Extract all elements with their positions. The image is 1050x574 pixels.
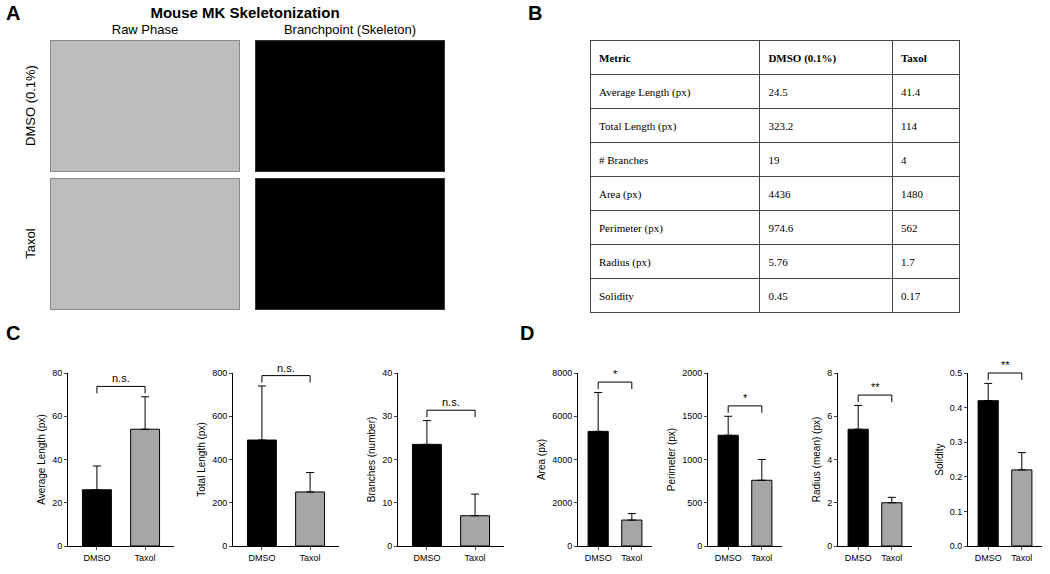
html-text:A: A xyxy=(6,2,21,24)
svg-text:DMSO: DMSO xyxy=(248,553,275,563)
html-text:Total Length (px): Total Length (px) xyxy=(599,119,677,132)
svg-text:8000: 8000 xyxy=(552,368,572,378)
html-text:Radius (px): Radius (px) xyxy=(599,255,651,268)
svg-text:400: 400 xyxy=(212,455,227,465)
svg-text:DMSO: DMSO xyxy=(845,553,872,563)
svg-text:30: 30 xyxy=(382,411,392,421)
html-text:Mouse MK Skeletonization: Mouse MK Skeletonization xyxy=(150,4,340,21)
html-text:0.17: 0.17 xyxy=(901,289,921,302)
html-text:D: D xyxy=(520,322,535,344)
svg-text:0.3: 0.3 xyxy=(950,437,963,447)
svg-text:0.4: 0.4 xyxy=(950,403,963,413)
svg-text:20: 20 xyxy=(52,498,62,508)
svg-text:Taxol: Taxol xyxy=(881,553,902,563)
svg-text:*: * xyxy=(743,392,748,404)
svg-text:Taxol: Taxol xyxy=(135,553,156,563)
html-text:41.4: 41.4 xyxy=(901,85,921,98)
html-text:# Branches: # Branches xyxy=(599,153,649,166)
svg-text:DMSO: DMSO xyxy=(585,553,612,563)
svg-text:500: 500 xyxy=(687,498,702,508)
svg-text:Total Length (px): Total Length (px) xyxy=(196,422,207,497)
svg-text:600: 600 xyxy=(212,411,227,421)
svg-text:60: 60 xyxy=(52,411,62,421)
html-text:24.5: 24.5 xyxy=(768,85,788,98)
html-text:Taxol: Taxol xyxy=(22,228,38,259)
svg-text:Perimeter (px): Perimeter (px) xyxy=(666,428,677,491)
svg-text:0.2: 0.2 xyxy=(950,472,963,482)
svg-text:0.0: 0.0 xyxy=(950,541,963,551)
svg-text:10: 10 xyxy=(382,498,392,508)
html-text:19: 19 xyxy=(768,153,780,166)
svg-text:0: 0 xyxy=(567,541,572,551)
html-text:Average Length (px): Average Length (px) xyxy=(599,85,691,98)
html-text:1480: 1480 xyxy=(901,187,923,200)
svg-text:Taxol: Taxol xyxy=(621,553,642,563)
svg-text:2000: 2000 xyxy=(682,368,702,378)
svg-text:2: 2 xyxy=(827,498,832,508)
svg-text:DMSO: DMSO xyxy=(975,553,1002,563)
html-text:562: 562 xyxy=(901,221,918,234)
html-text:Branchpoint (Skeleton): Branchpoint (Skeleton) xyxy=(283,22,417,37)
svg-text:2000: 2000 xyxy=(552,498,572,508)
svg-text:0: 0 xyxy=(387,541,392,551)
svg-text:40: 40 xyxy=(382,368,392,378)
svg-text:40: 40 xyxy=(52,455,62,465)
html-text:Solidity: Solidity xyxy=(599,289,634,302)
svg-text:4000: 4000 xyxy=(552,455,572,465)
html-text:5.76: 5.76 xyxy=(768,255,788,268)
html-text:Metric: Metric xyxy=(599,51,631,64)
html-text:0.45: 0.45 xyxy=(768,289,788,302)
svg-text:Solidity: Solidity xyxy=(934,443,945,475)
svg-text:Taxol: Taxol xyxy=(751,553,772,563)
html-text:C: C xyxy=(6,322,21,344)
svg-text:*: * xyxy=(613,368,618,380)
svg-text:Area (px): Area (px) xyxy=(536,439,547,480)
html-text:4: 4 xyxy=(901,153,907,166)
html-text:4436: 4436 xyxy=(768,187,791,200)
svg-text:Taxol: Taxol xyxy=(300,553,321,563)
svg-text:DMSO: DMSO xyxy=(715,553,742,563)
svg-text:0: 0 xyxy=(222,541,227,551)
html-text:B: B xyxy=(528,2,543,24)
svg-text:Average Length (px): Average Length (px) xyxy=(36,414,47,504)
html-text:DMSO (0.1%): DMSO (0.1%) xyxy=(22,65,38,146)
svg-text:6: 6 xyxy=(827,411,832,421)
svg-text:80: 80 xyxy=(52,368,62,378)
html-text:1.7: 1.7 xyxy=(901,255,915,268)
html-text:Perimeter (px): Perimeter (px) xyxy=(599,221,663,234)
html-text:114: 114 xyxy=(901,119,918,132)
svg-text:1000: 1000 xyxy=(682,455,702,465)
svg-text:8: 8 xyxy=(827,368,832,378)
html-text:323.2: 323.2 xyxy=(768,119,794,132)
svg-text:20: 20 xyxy=(382,455,392,465)
html-text:Raw Phase: Raw Phase xyxy=(111,22,179,37)
svg-text:1500: 1500 xyxy=(682,411,702,421)
svg-text:0: 0 xyxy=(57,541,62,551)
svg-text:n.s.: n.s. xyxy=(112,372,130,384)
svg-text:DMSO: DMSO xyxy=(83,553,110,563)
html-text:Taxol: Taxol xyxy=(901,51,927,64)
svg-text:0: 0 xyxy=(697,541,702,551)
svg-text:0.5: 0.5 xyxy=(950,368,963,378)
svg-text:0.1: 0.1 xyxy=(950,507,963,517)
svg-text:6000: 6000 xyxy=(552,411,572,421)
svg-text:**: ** xyxy=(1001,359,1010,371)
html-text:Area (px): Area (px) xyxy=(599,187,642,200)
svg-text:200: 200 xyxy=(212,498,227,508)
svg-text:**: ** xyxy=(871,381,880,393)
svg-text:4: 4 xyxy=(827,455,832,465)
svg-text:DMSO: DMSO xyxy=(413,553,440,563)
html-text:974.6: 974.6 xyxy=(768,221,794,234)
svg-text:800: 800 xyxy=(212,368,227,378)
svg-text:Taxol: Taxol xyxy=(1011,553,1032,563)
html-text:DMSO (0.1%): DMSO (0.1%) xyxy=(768,51,837,64)
svg-text:Taxol: Taxol xyxy=(465,553,486,563)
svg-text:Branches (number): Branches (number) xyxy=(366,417,377,503)
svg-text:Radius (mean) (px): Radius (mean) (px) xyxy=(811,417,822,503)
svg-text:0: 0 xyxy=(827,541,832,551)
svg-text:n.s.: n.s. xyxy=(277,362,295,374)
svg-text:n.s.: n.s. xyxy=(442,396,460,408)
